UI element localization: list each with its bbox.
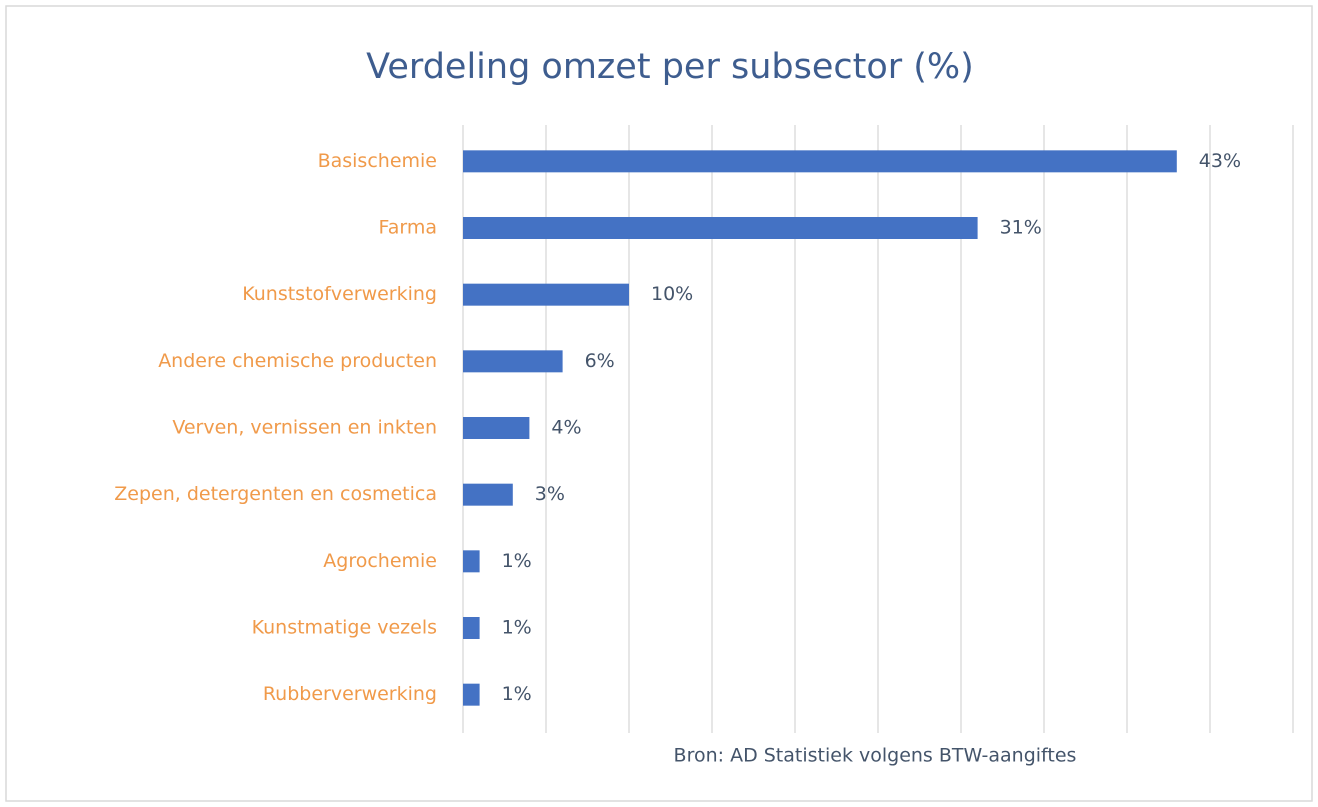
y-tick-label: Kunstmatige vezels bbox=[252, 617, 437, 639]
y-tick-label: Kunststofverwerking bbox=[242, 283, 437, 305]
y-tick-label: Farma bbox=[379, 217, 437, 239]
bar bbox=[463, 417, 530, 439]
value-label: 1% bbox=[502, 683, 532, 705]
value-label: 3% bbox=[535, 483, 565, 505]
bar bbox=[463, 550, 480, 573]
bar bbox=[463, 483, 513, 506]
bar bbox=[463, 350, 563, 373]
value-label: 6% bbox=[585, 350, 615, 372]
y-tick-label: Zepen, detergenten en cosmetica bbox=[114, 483, 437, 505]
value-label: 1% bbox=[502, 550, 532, 572]
value-label: 10% bbox=[651, 283, 693, 305]
y-tick-label: Rubberverwerking bbox=[263, 683, 437, 705]
chart-title: Verdeling omzet per subsector (%) bbox=[366, 47, 974, 87]
y-tick-label: Agrochemie bbox=[323, 550, 437, 572]
value-label: 1% bbox=[502, 617, 532, 639]
source-note: Bron: AD Statistiek volgens BTW-aangifte… bbox=[674, 745, 1077, 767]
bar bbox=[463, 150, 1177, 173]
bar bbox=[463, 217, 978, 239]
bar bbox=[463, 617, 480, 639]
y-tick-label: Basischemie bbox=[318, 150, 437, 172]
bar bbox=[463, 683, 480, 706]
bar bbox=[463, 283, 629, 306]
value-label: 31% bbox=[1000, 217, 1042, 239]
value-label: 4% bbox=[551, 417, 581, 439]
value-label: 43% bbox=[1199, 150, 1241, 172]
y-tick-label: Verven, vernissen en inkten bbox=[172, 417, 437, 439]
chart-border bbox=[5, 5, 1313, 802]
y-tick-label: Andere chemische producten bbox=[158, 350, 437, 372]
